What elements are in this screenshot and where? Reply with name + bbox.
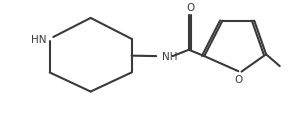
Text: O: O xyxy=(235,74,243,84)
Text: O: O xyxy=(186,3,194,13)
Text: NH: NH xyxy=(162,52,178,62)
Text: HN: HN xyxy=(31,34,46,44)
